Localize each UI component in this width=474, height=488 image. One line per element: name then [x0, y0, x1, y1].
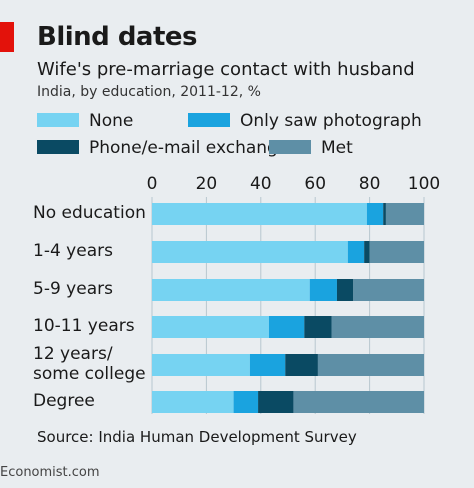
category-label: 10-11 years: [33, 316, 135, 336]
legend-swatch-met: [269, 140, 311, 154]
x-tick-label: 60: [304, 174, 326, 194]
bar-segment-none: [152, 203, 367, 225]
bar-segment-phone: [285, 354, 318, 376]
bar-segment-photo: [268, 316, 305, 338]
legend-swatch-phone: [37, 140, 79, 154]
bar-segment-none: [152, 279, 310, 301]
bar-segment-none: [152, 316, 269, 338]
category-label: 12 years/some college: [33, 344, 146, 384]
x-tick-label: 100: [408, 174, 440, 194]
chart-subtitle: Wife's pre-marriage contact with husband: [37, 59, 415, 80]
source-note: Source: India Human Development Survey: [37, 428, 357, 446]
bar-segment-photo: [366, 203, 384, 225]
x-tick-label: 40: [250, 174, 272, 194]
bar-segment-phone: [383, 203, 386, 225]
legend-label-none: None: [89, 111, 134, 131]
bar-segment-met: [317, 354, 424, 376]
x-tick-label: 0: [147, 174, 158, 194]
bar-segment-met: [293, 391, 424, 413]
bar-segment-phone: [336, 279, 354, 301]
bar-segment-met: [353, 279, 424, 301]
bar-segment-phone: [258, 391, 294, 413]
x-tick-label: 20: [196, 174, 218, 194]
bar-segment-phone: [304, 316, 332, 338]
bar-segment-met: [385, 203, 424, 225]
legend-label-met: Met: [321, 138, 353, 158]
bar-segment-met: [331, 316, 424, 338]
chart-meta: India, by education, 2011-12, %: [37, 84, 261, 100]
category-label: Degree: [33, 391, 95, 411]
category-label: 5-9 years: [33, 279, 113, 299]
brand-footer: Economist.com: [0, 465, 100, 480]
bar-segment-photo: [309, 279, 337, 301]
x-tick-label: 80: [359, 174, 381, 194]
chart-title: Blind dates: [37, 22, 198, 52]
bar-segment-none: [152, 354, 250, 376]
bar-segment-none: [152, 241, 348, 263]
category-label: 1-4 years: [33, 241, 113, 261]
bar-segment-met: [369, 241, 424, 263]
category-label: No education: [33, 203, 146, 223]
legend-swatch-none: [37, 113, 79, 127]
bar-segment-photo: [347, 241, 365, 263]
bar-segment-phone: [364, 241, 370, 263]
brand-red-tag: [0, 22, 14, 52]
bar-segment-none: [152, 391, 234, 413]
bar-segment-photo: [249, 354, 286, 376]
legend-label-phone: Phone/e-mail exchange: [89, 138, 289, 158]
legend-swatch-photo: [188, 113, 230, 127]
bar-segment-photo: [233, 391, 259, 413]
legend-label-photo: Only saw photograph: [240, 111, 422, 131]
